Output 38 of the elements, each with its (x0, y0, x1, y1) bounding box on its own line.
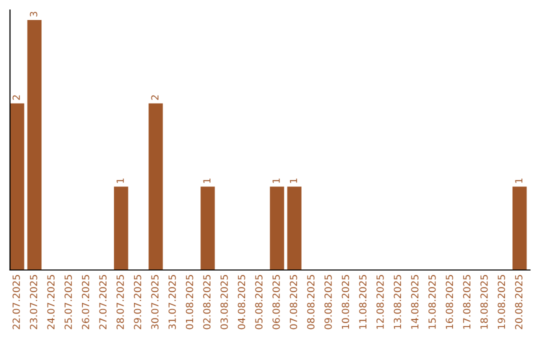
x-tick-label: 12.08.2025 (376, 275, 384, 329)
data-label: 1 (515, 178, 522, 183)
x-tick-label: 03.08.2025 (220, 275, 228, 330)
data-label: 2 (12, 95, 20, 100)
x-tick-label: 10.08.2025 (342, 275, 350, 329)
x-tick-label: 22.07.2025 (12, 275, 20, 330)
x-tick-label: 01.08.2025 (186, 275, 194, 330)
x-tick-label: 04.08.2025 (238, 275, 246, 330)
data-label: 1 (272, 178, 280, 183)
data-label: 1 (116, 178, 124, 183)
x-tick-label: 27.07.2025 (99, 275, 107, 330)
x-tick-label: 08.08.2025 (307, 275, 314, 330)
x-tick-label: 29.07.2025 (134, 275, 142, 330)
x-tick-label: 31.07.2025 (168, 275, 176, 330)
x-tick-label: 13.08.2025 (394, 275, 402, 329)
x-tick-label: 26.07.2025 (82, 275, 90, 330)
x-tick-label: 11.08.2025 (359, 275, 366, 329)
x-tick-label: 18.08.2025 (480, 275, 488, 329)
x-tick-label: 20.08.2025 (515, 275, 522, 330)
x-tick-label: 19.08.2025 (498, 275, 506, 329)
data-label: 2 (151, 95, 158, 100)
data-label: 1 (203, 178, 210, 183)
x-tick-label: 17.08.2025 (463, 275, 470, 329)
data-label: 3 (30, 12, 38, 16)
x-tick-label: 09.08.2025 (324, 275, 332, 330)
x-tick-label: 14.08.2025 (411, 275, 418, 329)
x-tick-label: 28.07.2025 (116, 275, 124, 330)
x-tick-label: 05.08.2025 (255, 275, 263, 330)
data-label: 1 (290, 178, 298, 183)
x-tick-label: 15.08.2025 (428, 275, 436, 329)
x-tick-label: 25.07.2025 (64, 275, 72, 330)
x-tick-label: 07.08.2025 (290, 275, 298, 330)
x-tick-label: 23.07.2025 (30, 275, 38, 330)
x-tick-label: 30.07.2025 (151, 275, 159, 330)
x-tick-label: 16.08.2025 (446, 275, 454, 329)
x-tick-label: 24.07.2025 (47, 275, 55, 330)
x-tick-label: 06.08.2025 (272, 275, 280, 330)
x-tick-label: 02.08.2025 (203, 275, 211, 330)
